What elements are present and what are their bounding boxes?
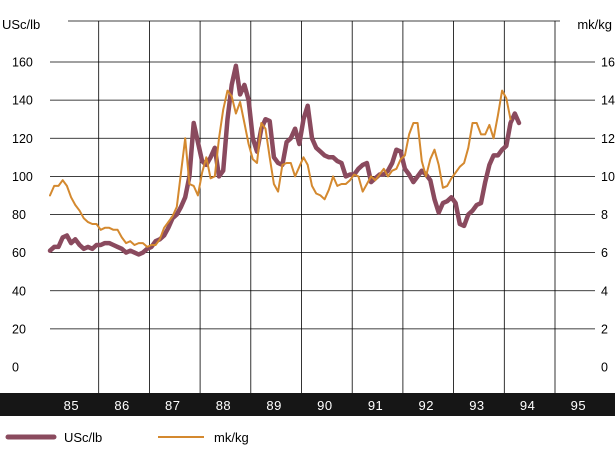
right-tick-label: 16 bbox=[601, 56, 615, 70]
left-tick-label: 120 bbox=[12, 132, 33, 146]
left-tick-label: 160 bbox=[12, 56, 33, 70]
year-label: 95 bbox=[571, 398, 586, 413]
axes: 0 20 40 60 80 100 120 140 160 0 2 4 6 8 10 12 14 16 bbox=[12, 56, 615, 375]
year-label: 88 bbox=[216, 398, 231, 413]
right-tick-label: 10 bbox=[601, 170, 615, 184]
right-tick-label: 6 bbox=[601, 246, 608, 260]
year-label: 90 bbox=[317, 398, 332, 413]
left-tick-label: 80 bbox=[12, 208, 26, 222]
left-tick-label: 140 bbox=[12, 94, 33, 108]
left-axis-unit: USc/lb bbox=[2, 17, 40, 32]
left-tick-label: 60 bbox=[12, 246, 26, 260]
legend-label-mkkg: mk/kg bbox=[214, 430, 249, 445]
left-tick-label: 100 bbox=[12, 170, 33, 184]
right-tick-label: 14 bbox=[601, 94, 615, 108]
series-line-uscl bbox=[47, 63, 522, 257]
left-tick-label: 20 bbox=[12, 322, 26, 336]
year-label: 94 bbox=[520, 398, 535, 413]
year-label: 85 bbox=[64, 398, 79, 413]
legend: USc/lb mk/kg bbox=[5, 430, 249, 445]
year-label: 93 bbox=[469, 398, 484, 413]
right-tick-label: 12 bbox=[601, 132, 615, 146]
year-label: 89 bbox=[266, 398, 281, 413]
right-tick-label: 4 bbox=[601, 284, 608, 298]
right-tick-label: 8 bbox=[601, 208, 608, 222]
year-label: 91 bbox=[368, 398, 383, 413]
year-label: 92 bbox=[419, 398, 434, 413]
series-layer bbox=[47, 63, 522, 257]
right-axis-unit: mk/kg bbox=[577, 17, 612, 32]
left-tick-label: 0 bbox=[12, 361, 19, 375]
year-labels: 85 86 87 88 89 90 91 92 93 94 95 bbox=[64, 398, 586, 413]
grid bbox=[50, 20, 595, 393]
right-tick-label: 2 bbox=[601, 322, 608, 336]
year-band bbox=[0, 393, 615, 416]
legend-label-uscl: USc/lb bbox=[64, 430, 102, 445]
left-tick-label: 40 bbox=[12, 284, 26, 298]
right-tick-label: 0 bbox=[601, 361, 608, 375]
year-label: 86 bbox=[114, 398, 129, 413]
year-label: 87 bbox=[165, 398, 180, 413]
series-line-mkkg bbox=[49, 89, 512, 248]
